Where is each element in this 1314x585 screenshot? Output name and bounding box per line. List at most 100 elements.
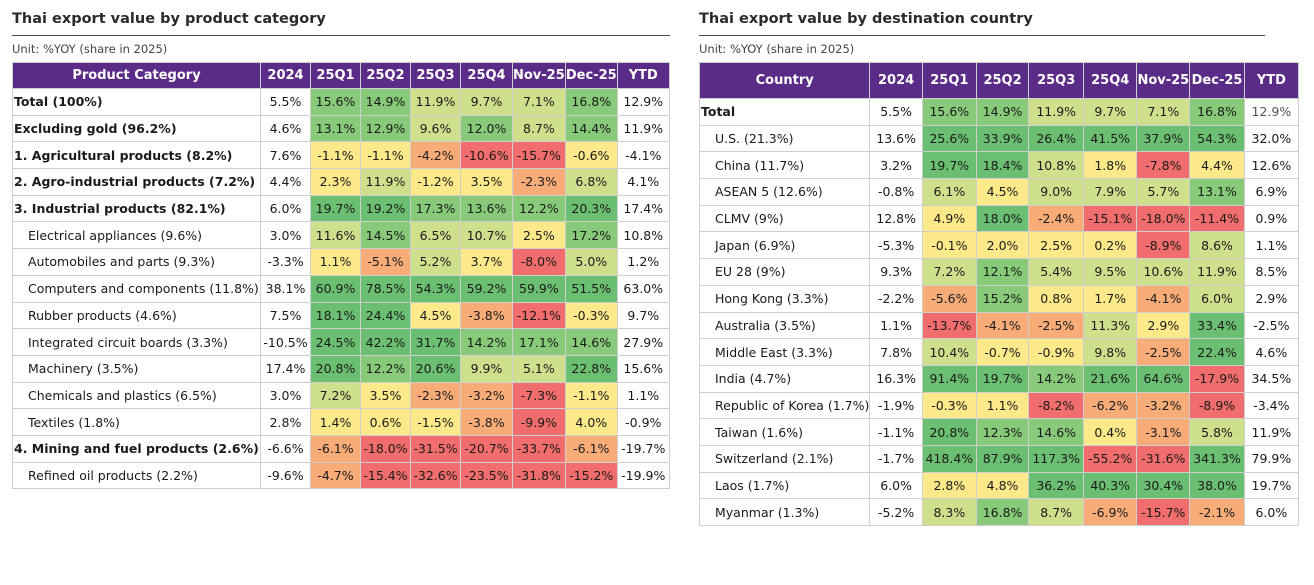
value-cell: 11.9% <box>1028 98 1085 126</box>
value-cell: -15.1% <box>1083 204 1138 233</box>
value-cell: 18.4% <box>975 151 1030 180</box>
value-cell: 4.0% <box>564 408 618 436</box>
value-cell: -15.7% <box>1136 498 1191 526</box>
row-label: India (4.7%) <box>698 364 871 393</box>
value-cell: -0.3% <box>564 301 618 330</box>
value-cell: 5.8% <box>1189 418 1245 446</box>
value-cell: -4.7% <box>310 461 361 490</box>
row-label: Chemicals and plastics (6.5%) <box>12 381 261 410</box>
value-cell: 2.9% <box>1243 284 1300 313</box>
table-row: India (4.7%) 16.3% 91.4% 19.7% 14.2% 21.6% 64.… <box>698 364 1300 393</box>
value-cell: 38.0% <box>1189 471 1245 500</box>
table-row: EU 28 (9%) 9.3% 7.2% 12.1% 5.4% 9.5% 10.6% 11.9… <box>698 258 1300 286</box>
value-cell: 9.5% <box>1083 258 1138 286</box>
value-cell: 14.9% <box>360 88 411 116</box>
value-cell: 7.8% <box>869 338 923 366</box>
value-cell: -1.1% <box>564 381 618 410</box>
value-cell: 1.8% <box>1083 151 1138 180</box>
value-cell: -2.2% <box>869 284 923 313</box>
value-cell: -3.1% <box>1136 418 1191 446</box>
value-cell: 4.6% <box>260 114 311 143</box>
value-cell: 17.1% <box>512 328 566 356</box>
value-cell: 4.5% <box>975 178 1030 206</box>
table-row: Rubber products (4.6%) 7.5% 18.1% 24.4% 4.5%… <box>12 301 670 330</box>
period-column-header: Dec-25 <box>564 62 618 89</box>
value-cell: 31.7% <box>410 328 461 356</box>
value-cell: 9.6% <box>410 114 461 143</box>
value-cell: 60.9% <box>310 274 361 303</box>
value-cell: 51.5% <box>564 274 618 303</box>
value-cell: 2.3% <box>310 168 361 196</box>
value-cell: 59.9% <box>512 274 566 303</box>
period-column-header: 25Q1 <box>921 62 977 99</box>
value-cell: -6.1% <box>310 434 361 463</box>
value-cell: 12.2% <box>512 194 566 223</box>
value-cell: 11.9% <box>1189 258 1245 286</box>
value-cell: 7.5% <box>260 301 311 330</box>
value-cell: 16.8% <box>1189 98 1245 126</box>
table-row: Japan (6.9%) -5.3% -0.1% 2.0% 2.5% 0.2% -8.9% 8… <box>698 231 1300 260</box>
value-cell: -3.2% <box>460 381 513 410</box>
table-row: Computers and components (11.8%) 38.1% 60.… <box>12 274 670 303</box>
value-cell: 12.0% <box>460 114 513 143</box>
value-cell: 7.1% <box>512 88 566 116</box>
value-cell: -18.0% <box>1136 204 1191 233</box>
value-cell: 16.3% <box>869 364 923 393</box>
value-cell: 13.1% <box>310 114 361 143</box>
row-label: Australia (3.5%) <box>698 311 871 340</box>
value-cell: -15.2% <box>564 461 618 490</box>
value-cell: 17.2% <box>564 221 618 250</box>
value-cell: -55.2% <box>1083 444 1138 473</box>
value-cell: 22.4% <box>1189 338 1245 366</box>
value-cell: 1.1% <box>869 311 923 340</box>
value-cell: 0.4% <box>1083 418 1138 446</box>
value-cell: 91.4% <box>921 364 977 393</box>
value-cell: 4.6% <box>1243 338 1300 366</box>
table-row: 3. Industrial products (82.1%) 6.0% 19.7% 1… <box>12 194 670 223</box>
value-cell: -31.6% <box>1136 444 1191 473</box>
row-label: Taiwan (1.6%) <box>698 418 871 446</box>
value-cell: -0.9% <box>1028 338 1085 366</box>
value-cell: 79.9% <box>1243 444 1300 473</box>
value-cell: -2.5% <box>1136 338 1191 366</box>
value-cell: 11.9% <box>1243 418 1300 446</box>
value-cell: -0.8% <box>869 178 923 206</box>
value-cell: 6.0% <box>260 194 311 223</box>
value-cell: 8.3% <box>921 498 977 526</box>
row-label: Electrical appliances (9.6%) <box>12 221 261 250</box>
value-cell: 12.9% <box>360 114 411 143</box>
value-cell: 40.3% <box>1083 471 1138 500</box>
value-cell: -5.3% <box>869 231 923 260</box>
value-cell: 87.9% <box>975 444 1030 473</box>
value-cell: 19.7% <box>921 151 977 180</box>
country-table-title: Thai export value by destination country <box>699 11 1033 27</box>
value-cell: 0.6% <box>360 408 411 436</box>
value-cell: -5.6% <box>921 284 977 313</box>
row-label: Machinery (3.5%) <box>12 354 261 383</box>
value-cell: 14.6% <box>564 328 618 356</box>
period-column-header: Dec-25 <box>1189 62 1245 99</box>
value-cell: 4.8% <box>975 471 1030 500</box>
value-cell: -10.6% <box>460 141 513 170</box>
period-column-header: 2024 <box>869 62 923 99</box>
value-cell: 14.5% <box>360 221 411 250</box>
value-cell: 19.7% <box>975 364 1030 393</box>
table-row: Textiles (1.8%) 2.8% 1.4% 0.6% -1.5% -3.8% -9.… <box>12 408 670 436</box>
value-cell: -33.7% <box>512 434 566 463</box>
period-column-header: 25Q3 <box>1028 62 1085 99</box>
value-cell: -11.4% <box>1189 204 1245 233</box>
row-label: Computers and components (11.8%) <box>12 274 261 303</box>
value-cell: -32.6% <box>410 461 461 490</box>
value-cell: 9.0% <box>1028 178 1085 206</box>
row-label: 1. Agricultural products (8.2%) <box>12 141 261 170</box>
table-row: Hong Kong (3.3%) -2.2% -5.6% 15.2% 0.8% 1.7% -… <box>698 284 1300 313</box>
row-label: 2. Agro-industrial products (7.2%) <box>12 168 261 196</box>
value-cell: 19.2% <box>360 194 411 223</box>
value-cell: -1.1% <box>869 418 923 446</box>
value-cell: -0.6% <box>564 141 618 170</box>
value-cell: 8.5% <box>1243 258 1300 286</box>
row-label: Total (100%) <box>12 88 261 116</box>
value-cell: -5.1% <box>360 248 411 276</box>
value-cell: 1.4% <box>310 408 361 436</box>
value-cell: 64.6% <box>1136 364 1191 393</box>
